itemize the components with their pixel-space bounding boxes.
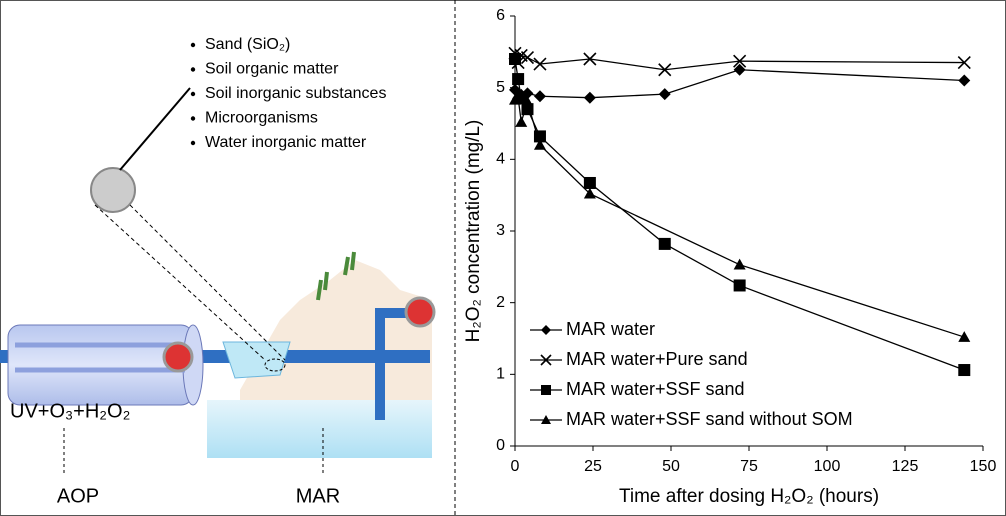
- marker: [958, 331, 971, 342]
- marker: [583, 176, 596, 189]
- x-tick-label: 125: [892, 458, 919, 475]
- y-tick-label: 0: [496, 437, 505, 454]
- x-tick-label: 0: [511, 458, 520, 475]
- x-tick-label: 150: [970, 458, 997, 475]
- legend-marker: [540, 354, 552, 366]
- y-axis-label: H₂O₂ concentration (mg/L): [463, 120, 484, 343]
- marker: [509, 53, 521, 65]
- marker: [957, 56, 971, 70]
- legend-marker: [541, 385, 551, 395]
- marker: [520, 51, 535, 65]
- pump: [404, 296, 436, 328]
- legend-label: MAR water+SSF sand: [566, 379, 745, 399]
- zoom-line: [94, 204, 266, 361]
- x-tick-label: 75: [740, 458, 758, 475]
- legend-marker: [541, 415, 551, 424]
- bullet-text: Soil organic matter: [205, 61, 339, 78]
- marker: [958, 74, 971, 87]
- y-tick-label: 6: [496, 7, 505, 24]
- zoom-line: [129, 204, 286, 361]
- x-tick-label: 25: [584, 458, 602, 475]
- zoom-line: [119, 87, 191, 171]
- marker: [533, 90, 546, 103]
- basin: [222, 341, 291, 379]
- marker: [658, 88, 671, 101]
- bullet-text: Microorganisms: [205, 110, 318, 127]
- bullet-dot: [190, 91, 196, 97]
- bullet-text: Water inorganic matter: [205, 134, 367, 151]
- marker: [958, 364, 971, 377]
- bullet-dot: [190, 42, 196, 48]
- legend-label: MAR water+Pure sand: [566, 349, 748, 369]
- x-tick-label: 100: [814, 458, 841, 475]
- zoom-circle: [90, 167, 136, 213]
- marker: [512, 73, 525, 86]
- bullet-dot: [190, 67, 196, 72]
- marker: [521, 96, 534, 107]
- diagram-label: MAR: [296, 485, 340, 507]
- aquifer: [207, 400, 432, 458]
- bullet-dot: [190, 140, 196, 146]
- marker: [533, 57, 547, 71]
- chart: 0 1 2 3 4 5 6 0 25 50 75 100 125 150 Time after dosing…: [463, 7, 996, 507]
- marker: [733, 54, 747, 68]
- legend-label: MAR water: [566, 319, 655, 339]
- legend-marker: [541, 325, 551, 335]
- bullet-list: Sand (SiO₂) Soil organic matter Soil inorg…: [190, 36, 386, 151]
- y-tick-label: 2: [496, 294, 505, 311]
- pipe: [375, 308, 420, 318]
- y-tick-label: 1: [496, 366, 505, 383]
- marker: [515, 116, 528, 127]
- pump: [162, 341, 194, 373]
- bullet-text: Soil inorganic substances: [205, 85, 386, 102]
- marker: [583, 52, 597, 66]
- x-axis-label: Time after dosing H₂O₂ (hours): [619, 486, 879, 507]
- y-tick-label: 5: [496, 79, 505, 96]
- zoom-spot: [264, 358, 286, 372]
- plants: [316, 251, 356, 301]
- marker: [733, 279, 746, 292]
- soil: [240, 260, 432, 400]
- bullet-text: Sand (SiO₂): [205, 36, 290, 53]
- marker: [583, 91, 596, 104]
- diagram-label: AOP: [57, 485, 99, 507]
- marker: [733, 258, 746, 270]
- series-line: [514, 96, 965, 338]
- process-label: UV+O₃+H₂O₂: [10, 400, 130, 422]
- legend-label: MAR water+SSF sand without SOM: [566, 409, 853, 429]
- bullet-dot: [190, 116, 196, 121]
- y-tick-label: 3: [496, 222, 505, 239]
- diagram: UV+O₃+H₂O₂ AOP MAR: [0, 87, 436, 507]
- marker: [733, 63, 746, 76]
- well: [375, 310, 385, 420]
- marker: [512, 91, 525, 103]
- marker: [658, 63, 672, 77]
- marker: [658, 237, 671, 250]
- x-tick-label: 50: [662, 458, 680, 475]
- y-tick-label: 4: [496, 151, 505, 168]
- marker: [583, 187, 596, 199]
- marker: [533, 139, 546, 150]
